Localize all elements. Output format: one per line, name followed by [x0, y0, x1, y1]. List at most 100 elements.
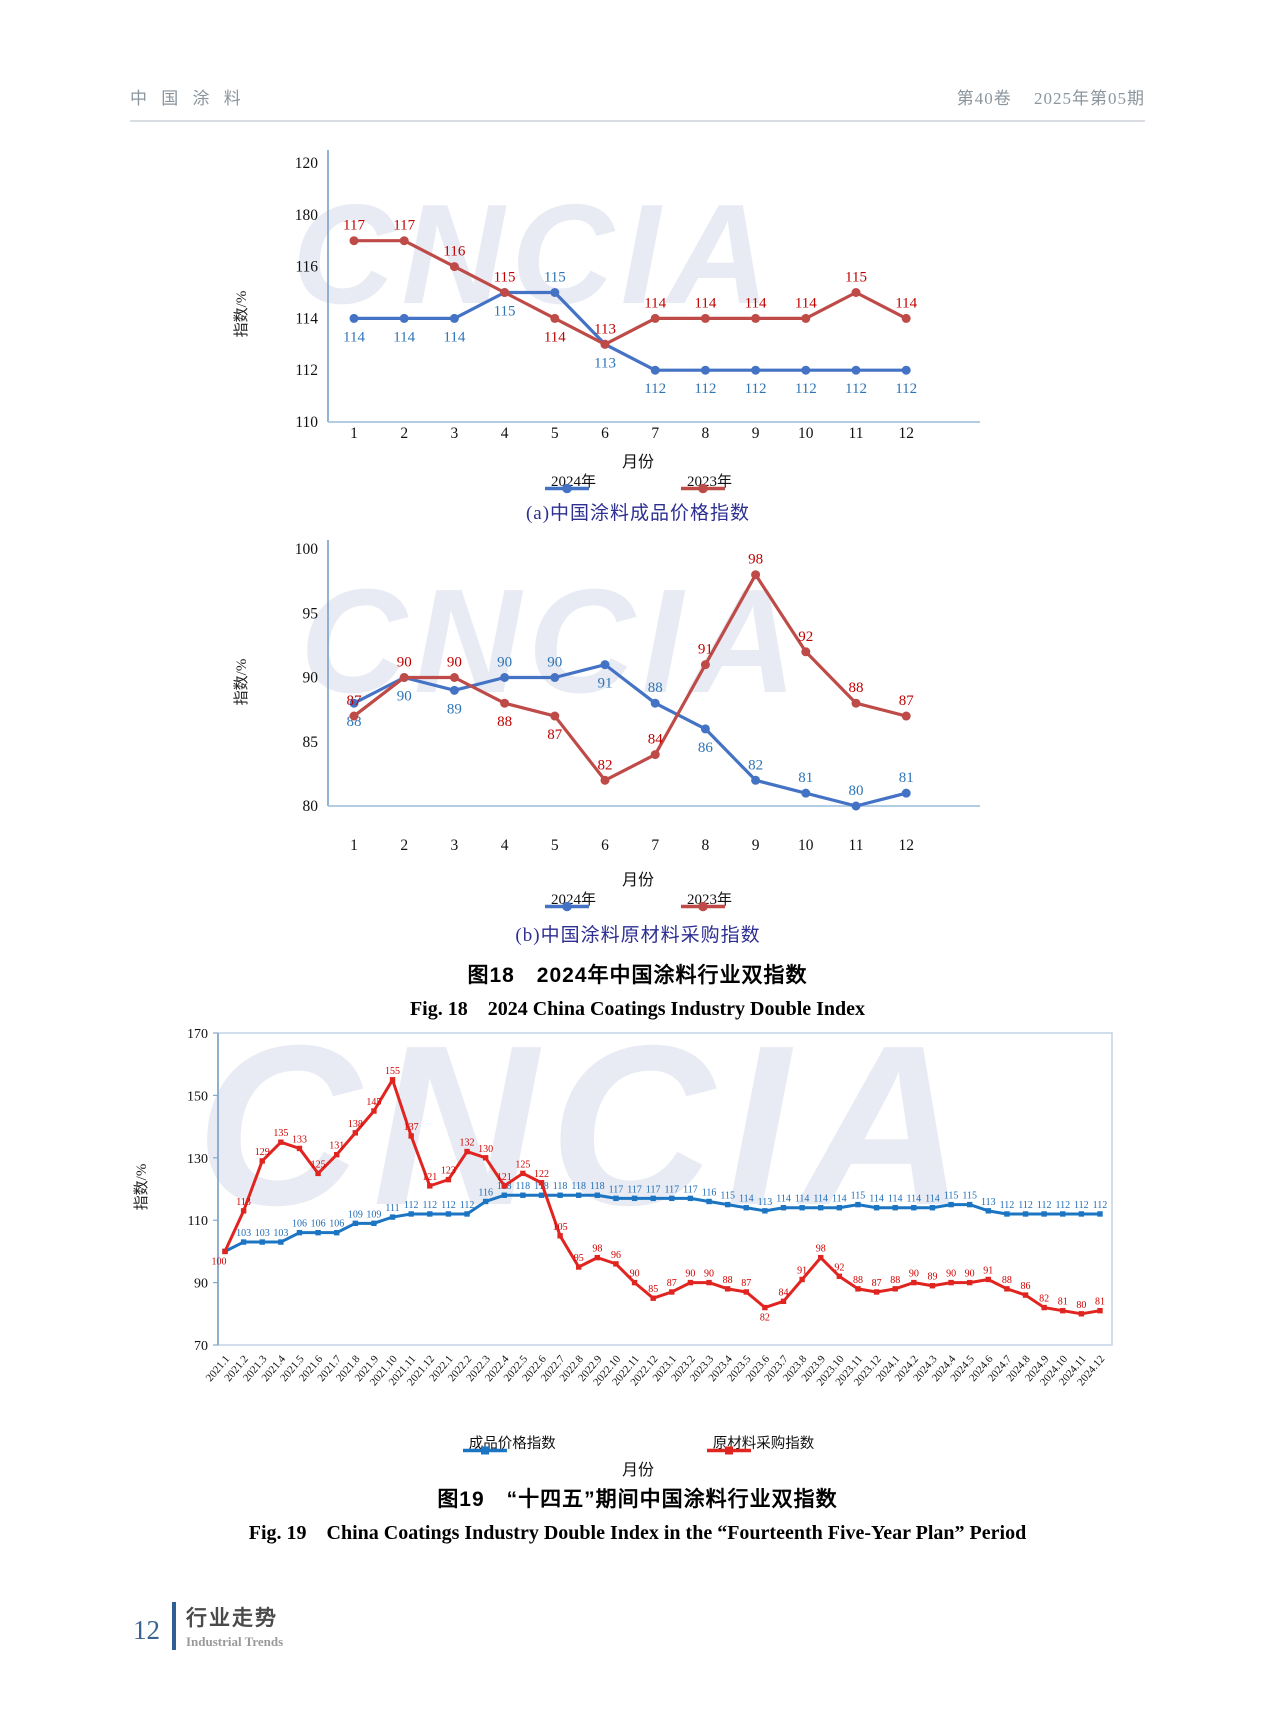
svg-text:115: 115 [720, 1191, 735, 1202]
svg-text:112: 112 [895, 381, 917, 397]
svg-text:113: 113 [594, 355, 616, 371]
legend-label: 2024年 [550, 474, 596, 490]
svg-text:106: 106 [329, 1219, 344, 1230]
svg-text:106: 106 [311, 1219, 326, 1230]
svg-text:133: 133 [292, 1134, 307, 1145]
svg-text:180: 180 [295, 207, 319, 224]
svg-text:80: 80 [1076, 1300, 1086, 1311]
svg-text:125: 125 [515, 1159, 530, 1170]
svg-text:103: 103 [273, 1228, 288, 1239]
svg-text:90: 90 [547, 655, 562, 671]
legend-label: 2023年 [687, 892, 733, 908]
svg-text:115: 115 [494, 270, 516, 286]
svg-text:114: 114 [888, 1194, 903, 1205]
svg-text:5: 5 [551, 837, 559, 854]
fig18-caption-en: Fig. 18 2024 China Coatings Industry Dou… [409, 998, 866, 1020]
svg-text:115: 115 [845, 270, 867, 286]
chart-a-legend: 2024年 2023年 [128, 470, 1148, 493]
svg-text:118: 118 [553, 1181, 568, 1192]
footer-section-en: Industrial Trends [186, 1634, 284, 1649]
svg-text:110: 110 [295, 414, 318, 431]
svg-text:82: 82 [748, 757, 763, 773]
svg-text:113: 113 [236, 1197, 251, 1208]
svg-text:114: 114 [795, 1194, 810, 1205]
svg-text:3: 3 [451, 837, 459, 854]
svg-text:92: 92 [798, 629, 813, 645]
watermark-cncia: CNCIA [300, 559, 804, 724]
chart-b-xaxis-title: 月份 [621, 872, 654, 889]
legend-label: 原材料采购指数 [712, 1436, 815, 1452]
svg-text:85: 85 [648, 1284, 658, 1295]
svg-text:90: 90 [497, 655, 512, 671]
svg-text:9: 9 [752, 425, 760, 442]
svg-text:84: 84 [648, 732, 664, 748]
svg-text:115: 115 [851, 1191, 866, 1202]
svg-text:125: 125 [311, 1159, 326, 1170]
svg-text:5: 5 [551, 425, 559, 442]
svg-text:82: 82 [760, 1313, 770, 1324]
svg-text:112: 112 [1000, 1200, 1015, 1211]
svg-text:88: 88 [648, 680, 663, 696]
svg-text:90: 90 [447, 655, 462, 671]
svg-text:117: 117 [609, 1184, 624, 1195]
svg-text:86: 86 [698, 740, 714, 756]
volume-label: 第40卷 [956, 89, 1012, 108]
issue-label: 2025年第05期 [1034, 89, 1145, 108]
svg-text:112: 112 [745, 381, 767, 397]
svg-text:87: 87 [872, 1278, 882, 1289]
svg-text:114: 114 [739, 1194, 754, 1205]
svg-text:117: 117 [627, 1184, 642, 1195]
svg-text:112: 112 [845, 381, 867, 397]
svg-text:4: 4 [501, 425, 509, 442]
svg-text:113: 113 [594, 321, 616, 337]
chart-b-legend: 2024年 2023年 [128, 888, 1148, 911]
svg-text:98: 98 [816, 1244, 826, 1255]
svg-text:117: 117 [343, 218, 365, 234]
svg-text:129: 129 [255, 1147, 270, 1158]
svg-text:81: 81 [1058, 1297, 1068, 1308]
svg-text:118: 118 [590, 1181, 605, 1192]
journal-title: 中 国 涂 料 [130, 89, 246, 108]
svg-text:130: 130 [478, 1144, 493, 1155]
svg-text:87: 87 [741, 1278, 751, 1289]
svg-text:90: 90 [303, 670, 319, 687]
svg-text:81: 81 [798, 770, 813, 786]
svg-text:114: 114 [694, 295, 716, 311]
svg-text:109: 109 [348, 1209, 363, 1220]
svg-text:90: 90 [704, 1269, 714, 1280]
page-footer: 12 行业走势 Industrial Trends [133, 1602, 283, 1650]
footer-section-cn: 行业走势 [186, 1607, 278, 1630]
svg-text:90: 90 [194, 1277, 208, 1292]
svg-text:117: 117 [646, 1184, 661, 1195]
svg-text:150: 150 [187, 1089, 208, 1104]
legend-label: 成品价格指数 [468, 1436, 556, 1452]
svg-text:112: 112 [644, 381, 666, 397]
svg-text:114: 114 [925, 1194, 940, 1205]
svg-text:91: 91 [797, 1265, 807, 1276]
svg-text:81: 81 [899, 770, 914, 786]
svg-text:114: 114 [795, 295, 817, 311]
svg-text:117: 117 [664, 1184, 679, 1195]
legend-item-price-index: 成品价格指数 [462, 1432, 556, 1454]
chart-a-xaxis-title: 月份 [621, 454, 654, 471]
svg-text:114: 114 [644, 295, 666, 311]
legend-item-raw-material-index: 原材料采购指数 [706, 1432, 815, 1454]
svg-text:98: 98 [592, 1244, 602, 1255]
svg-text:114: 114 [393, 329, 415, 345]
svg-text:106: 106 [292, 1219, 307, 1230]
svg-text:85: 85 [303, 734, 319, 751]
svg-text:130: 130 [187, 1152, 208, 1167]
svg-text:指数/%: 指数/% [233, 659, 250, 706]
svg-text:103: 103 [255, 1228, 270, 1239]
chart-fig19-double-index: 17015013011090702021.12021.22021.32021.4… [133, 1027, 1113, 1388]
svg-text:114: 114 [295, 310, 318, 327]
svg-text:137: 137 [404, 1122, 419, 1133]
svg-text:112: 112 [795, 381, 817, 397]
svg-text:9: 9 [752, 837, 760, 854]
svg-text:7: 7 [651, 837, 659, 854]
svg-text:112: 112 [1037, 1200, 1052, 1211]
svg-text:2: 2 [400, 837, 408, 854]
svg-text:117: 117 [393, 218, 415, 234]
svg-text:1: 1 [350, 837, 358, 854]
